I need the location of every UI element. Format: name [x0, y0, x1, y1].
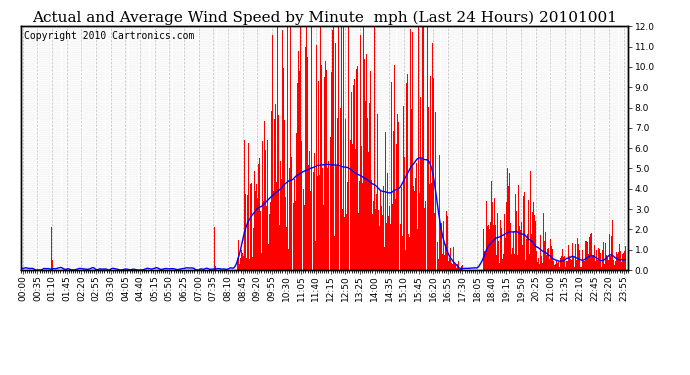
Title: Actual and Average Wind Speed by Minute  mph (Last 24 Hours) 20101001: Actual and Average Wind Speed by Minute …	[32, 11, 617, 25]
Text: Copyright 2010 Cartronics.com: Copyright 2010 Cartronics.com	[23, 31, 194, 41]
